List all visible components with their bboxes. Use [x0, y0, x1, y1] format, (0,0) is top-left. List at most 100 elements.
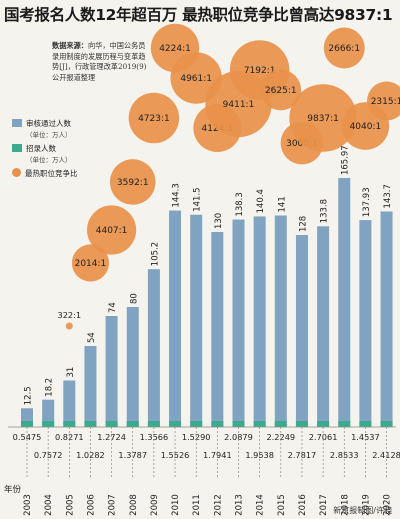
ratio-label: 322:1	[57, 310, 81, 320]
legend-dot-ratio	[12, 168, 21, 177]
ratio-label: 4040:1	[350, 122, 382, 132]
ratio-label: 4723:1	[138, 114, 170, 124]
year-tick-label: 2015	[277, 494, 287, 516]
legend-label-ratio: 最热职位竞争比	[25, 169, 78, 178]
ratio-label: 9837:1	[307, 114, 339, 124]
year-tick-label: 2007	[108, 494, 118, 516]
year-tick-label: 2020	[383, 494, 393, 516]
ratio-label: 2014:1	[75, 259, 107, 269]
bar-value-label: 165.97	[341, 145, 351, 175]
bar-applicants	[105, 316, 118, 427]
bar-hires	[359, 421, 372, 427]
ratio-bubble	[109, 159, 156, 205]
bar-hires	[295, 421, 308, 427]
bar-applicants	[190, 214, 203, 427]
year-tick-label: 2012	[213, 494, 223, 516]
ratio-bubble	[71, 244, 110, 282]
legend-swatch-hires	[12, 144, 22, 152]
bar-value-label: 130	[214, 213, 224, 229]
bar-hires	[232, 421, 245, 427]
legend-label-applicants: 审核通过人数	[26, 119, 71, 128]
ratio-bubble	[289, 84, 357, 152]
ratio-bubble	[323, 27, 365, 69]
bar-applicants	[147, 269, 160, 427]
bar-hires	[147, 421, 160, 427]
bar-applicants	[84, 346, 97, 427]
bar-value-label: 141.5	[193, 187, 203, 211]
ratio-label: 4224:1	[159, 44, 191, 54]
legend-unit-hires: （单位：万人）	[26, 156, 72, 164]
year-tick-label: 2019	[361, 494, 371, 516]
source-label: 数据来源：	[52, 41, 88, 50]
ratio-bubble	[65, 322, 73, 330]
ratio-label: 7192:1	[244, 66, 276, 76]
bar-value-label: 74	[108, 302, 118, 313]
bar-applicants	[274, 215, 287, 427]
bar-hires	[84, 421, 97, 427]
bar-hires	[42, 421, 55, 427]
year-tick-label: 2009	[150, 494, 160, 516]
hires-value-label: 2.4128	[372, 450, 400, 460]
bar-applicants	[338, 178, 351, 427]
bar-hires	[274, 421, 287, 427]
ratio-label: 4961:1	[180, 74, 212, 84]
bar-applicants	[63, 380, 76, 427]
ratio-label: 4407:1	[96, 226, 128, 236]
year-tick-label: 2017	[319, 494, 329, 516]
bar-applicants	[232, 219, 245, 427]
chart-title: 国考报名人数12年超百万 最热职位竞争比曾高达9837:1	[4, 6, 393, 24]
bar-applicants	[295, 235, 308, 427]
bar-value-label: 144.3	[172, 183, 182, 207]
year-tick-label: 2016	[298, 494, 308, 516]
bar-hires	[21, 421, 33, 427]
bar-value-label: 137.93	[362, 187, 372, 217]
bar-applicants	[317, 226, 330, 427]
ratio-label: 9411:1	[223, 100, 255, 110]
ratio-bubble	[367, 81, 400, 121]
ratio-label: 2315:1	[371, 97, 400, 107]
bar-hires	[338, 421, 351, 427]
bar-hires	[317, 421, 330, 427]
ratio-label: 2666:1	[328, 44, 360, 54]
year-tick-label: 2010	[171, 494, 181, 516]
bar-hires	[211, 421, 224, 427]
year-tick-label: 2018	[340, 494, 350, 516]
legend: 审核通过人数 （单位：万人） 招录人数 （单位：万人） 最热职位竞争比	[12, 118, 127, 183]
bar-hires	[169, 421, 182, 427]
bar-value-label: 31	[66, 367, 76, 378]
year-tick-label: 2013	[235, 494, 245, 516]
x-axis-title: 年份	[4, 484, 22, 495]
ratio-bubble	[128, 92, 180, 144]
bar-value-label: 54	[87, 332, 97, 343]
year-tick-label: 2003	[23, 494, 33, 516]
year-tick-label: 2005	[65, 494, 75, 516]
bar-value-label: 18.2	[45, 378, 55, 397]
ratio-bubble	[87, 205, 137, 255]
bar-hires	[105, 421, 118, 427]
bar-value-label: 128	[298, 216, 308, 232]
bar-value-label: 141	[277, 196, 287, 212]
credit: 新京报制图/许骁	[333, 506, 392, 515]
bar-applicants	[380, 211, 393, 427]
legend-swatch-applicants	[12, 119, 22, 127]
bar-value-label: 80	[129, 293, 139, 304]
legend-unit-applicants: （单位：万人）	[26, 131, 72, 139]
bar-value-label: 133.8	[320, 199, 330, 223]
bar-applicants	[126, 307, 139, 427]
bar-hires	[380, 421, 393, 427]
bar-value-label: 105.2	[150, 242, 160, 266]
bar-applicants	[359, 220, 372, 427]
legend-item-ratio: 最热职位竞争比	[12, 168, 127, 179]
bar-applicants	[253, 216, 266, 427]
bar-value-label: 140.4	[256, 189, 266, 213]
bar-value-label: 12.5	[24, 386, 34, 405]
legend-item-applicants: 审核通过人数 （单位：万人）	[12, 118, 127, 139]
ratio-label: 3592:1	[117, 178, 149, 188]
year-tick-label: 2004	[44, 494, 54, 516]
source-note: 数据来源：向华，中国公务员录用制度的发展历程与变革趋势[J]，行政管理改革201…	[52, 41, 152, 83]
ratio-label: 2625:1	[265, 86, 297, 96]
source-text: 向华，中国公务员录用制度的发展历程与变革趋势[J]，行政管理改革2019(9)公…	[52, 41, 147, 82]
bar-hires	[126, 421, 139, 427]
